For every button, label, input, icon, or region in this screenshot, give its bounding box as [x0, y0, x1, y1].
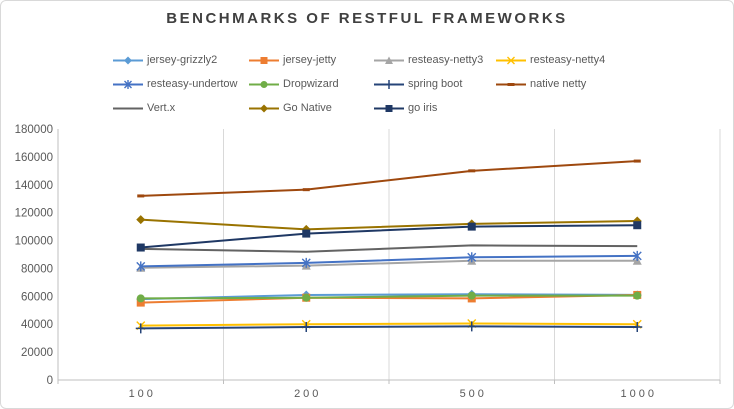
y-axis-tick-label: 180000: [15, 124, 53, 136]
x-axis-tick-label: 500: [460, 388, 487, 400]
legend-item-resteasy-netty4: resteasy-netty4: [496, 53, 605, 67]
legend-marker-icon: [496, 82, 526, 86]
legend-marker-icon: [113, 79, 143, 89]
legend-item-label: Go Native: [283, 102, 332, 114]
series-line-jersey-jetty: [140, 293, 638, 304]
legend-item-go-native: Go Native: [249, 101, 332, 115]
series-line-spring-boot: [140, 325, 638, 330]
legend-item-resteasy-undertow: resteasy-undertow: [113, 77, 238, 91]
legend-item-vert-x: Vert.x: [113, 101, 175, 115]
legend-item-label: resteasy-netty3: [408, 54, 484, 66]
y-axis-tick-label: 60000: [21, 291, 53, 303]
y-axis-tick-label: 80000: [21, 263, 53, 275]
legend-item-label: resteasy-netty4: [530, 54, 606, 66]
y-axis-tick-label: 140000: [15, 180, 53, 192]
legend-item-label: spring boot: [408, 78, 463, 90]
legend-item-dropwizard: Dropwizard: [249, 77, 339, 91]
legend-marker-icon: [113, 56, 143, 64]
y-axis-tick-label: 0: [47, 375, 53, 387]
legend-item-jersey-grizzly2: jersey-grizzly2: [113, 53, 217, 67]
legend-marker-icon: [249, 56, 279, 64]
legend-item-label: native netty: [530, 78, 587, 90]
chart-title: BENCHMARKS OF RESTFUL FRAMEWORKS: [166, 10, 568, 27]
y-axis-tick-label: 100000: [15, 236, 53, 248]
x-axis-tick-label: 1000: [621, 388, 657, 400]
legend-item-label: Vert.x: [147, 102, 176, 114]
legend-marker-icon: [374, 56, 404, 64]
y-axis-tick-label: 160000: [15, 152, 53, 164]
legend-item-label: jersey-grizzly2: [147, 54, 218, 66]
legend-marker-icon: [496, 56, 526, 64]
legend-item-native-netty: native netty: [496, 77, 586, 91]
legend-item-go-iris: go iris: [374, 101, 437, 115]
series-line-jersey-grizzly2: [140, 293, 638, 301]
series-line-vert-x: [140, 244, 638, 253]
legend-item-resteasy-netty3: resteasy-netty3: [374, 53, 483, 67]
legend-marker-icon: [249, 104, 279, 112]
series-line-resteasy-netty3: [140, 259, 638, 269]
x-axis-tick-label: 200: [294, 388, 321, 400]
series-line-go-native: [140, 218, 638, 231]
legend-item-label: go iris: [408, 102, 438, 114]
x-axis-tick-label: 100: [129, 388, 156, 400]
legend-marker-icon: [374, 79, 404, 89]
series-line-dropwizard: [140, 294, 638, 300]
series-line-resteasy-undertow: [140, 254, 638, 268]
legend-marker-icon: [113, 107, 143, 109]
legend-item-spring-boot: spring boot: [374, 77, 462, 91]
legend-marker-icon: [374, 104, 404, 112]
legend-item-label: Dropwizard: [283, 78, 339, 90]
legend-item-label: resteasy-undertow: [147, 78, 238, 90]
y-axis-tick-label: 120000: [15, 208, 53, 220]
series-line-resteasy-netty4: [140, 322, 638, 327]
series-line-go-iris: [140, 224, 638, 249]
legend-item-label: jersey-jetty: [283, 54, 337, 66]
y-axis-tick-label: 40000: [21, 319, 53, 331]
series-line-native-netty: [140, 160, 638, 197]
legend-item-jersey-jetty: jersey-jetty: [249, 53, 336, 67]
y-axis-tick-label: 20000: [21, 347, 53, 359]
legend-marker-icon: [249, 80, 279, 88]
